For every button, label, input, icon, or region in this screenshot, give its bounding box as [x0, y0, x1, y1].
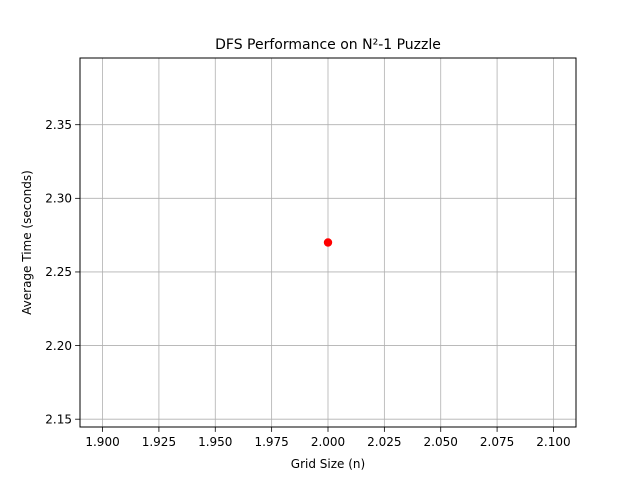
x-tick-label: 2.100	[536, 435, 570, 449]
x-tick-label: 1.975	[254, 435, 288, 449]
data-points	[323, 238, 333, 247]
y-tick-label: 2.35	[45, 118, 72, 132]
y-tick-label: 2.30	[45, 192, 72, 206]
x-axis-label: Grid Size (n)	[291, 457, 365, 471]
grid-lines	[80, 58, 576, 427]
x-tick-label: 2.075	[480, 435, 514, 449]
y-tick-label: 2.20	[45, 339, 72, 353]
x-tick-label: 2.050	[424, 435, 458, 449]
x-tick-label: 2.000	[311, 435, 345, 449]
y-tick-label: 2.15	[45, 412, 72, 426]
data-point	[323, 238, 333, 247]
y-tick-label: 2.25	[45, 265, 72, 279]
x-tick-label: 1.950	[198, 435, 232, 449]
x-tick-label: 1.900	[85, 435, 119, 449]
y-axis-label: Average Time (seconds)	[20, 170, 34, 315]
chart-title: DFS Performance on N²-1 Puzzle	[215, 37, 441, 53]
x-tick-label: 2.025	[367, 435, 401, 449]
x-tick-label: 1.925	[142, 435, 176, 449]
x-axis-ticks: 1.900 1.925 1.950 1.975 2.000 2.025 2.050 2.075…	[85, 427, 571, 449]
y-axis-ticks: 2.15 2.20 2.25 2.30 2.35	[45, 118, 80, 426]
